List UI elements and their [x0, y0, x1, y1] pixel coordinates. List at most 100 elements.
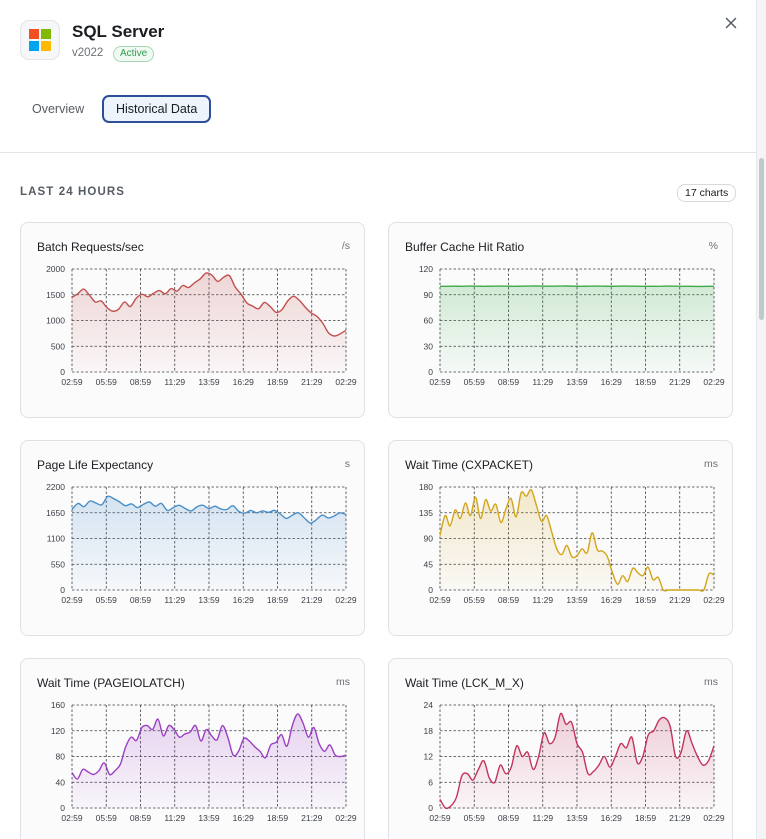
y-tick-label: 1000 — [46, 316, 65, 326]
x-tick-label: 02:59 — [429, 377, 451, 387]
tab-overview[interactable]: Overview — [32, 102, 85, 116]
y-tick-label: 6 — [428, 777, 433, 787]
x-tick-label: 13:59 — [198, 377, 220, 387]
x-tick-label: 11:29 — [164, 813, 185, 823]
y-tick-label: 1650 — [46, 508, 65, 518]
x-tick-label: 08:59 — [498, 377, 520, 387]
x-tick-label: 21:29 — [301, 377, 323, 387]
x-tick-label: 11:29 — [164, 377, 185, 387]
chart-count-badge: 17 charts — [677, 184, 737, 202]
x-tick-label: 21:29 — [669, 595, 691, 605]
chart-title: Page Life Expectancy — [37, 458, 154, 472]
x-tick-label: 13:59 — [566, 595, 588, 605]
x-tick-label: 11:29 — [532, 813, 553, 823]
y-tick-label: 60 — [424, 316, 434, 326]
x-tick-label: 08:59 — [130, 595, 152, 605]
x-tick-label: 13:59 — [566, 813, 588, 823]
y-tick-label: 2200 — [46, 482, 65, 492]
x-tick-label: 13:59 — [198, 595, 220, 605]
x-tick-label: 05:59 — [96, 377, 118, 387]
x-tick-label: 02:59 — [61, 377, 83, 387]
logo-square-green — [41, 29, 51, 39]
x-tick-label: 11:29 — [532, 595, 553, 605]
tab-historical-data[interactable]: Historical Data — [102, 95, 212, 123]
x-tick-label: 02:59 — [429, 813, 451, 823]
y-tick-label: 160 — [51, 700, 65, 710]
x-tick-label: 02:29 — [703, 813, 725, 823]
chart-svg-page-life-expectancy: 0 550 1100 1650 2200 02:59 05:59 08:59 11:29 13:5… — [46, 482, 357, 605]
x-tick-label: 18:59 — [635, 595, 657, 605]
x-tick-label: 21:29 — [301, 595, 323, 605]
x-tick-label: 11:29 — [164, 595, 185, 605]
scrollbar-track[interactable] — [756, 0, 766, 839]
x-tick-label: 05:59 — [464, 813, 486, 823]
y-tick-label: 550 — [51, 559, 65, 569]
x-tick-label: 02:29 — [335, 595, 357, 605]
x-tick-label: 16:29 — [601, 595, 623, 605]
x-tick-label: 05:59 — [96, 595, 118, 605]
y-tick-label: 180 — [419, 482, 433, 492]
series-line — [71, 272, 347, 337]
area-fill — [72, 496, 346, 590]
x-tick-label: 16:29 — [233, 377, 255, 387]
x-tick-label: 21:29 — [669, 377, 691, 387]
x-tick-label: 05:59 — [464, 595, 486, 605]
close-button[interactable] — [720, 12, 742, 34]
scrollbar-thumb[interactable] — [759, 158, 764, 320]
series-line — [71, 495, 347, 524]
x-tick-label: 02:29 — [335, 813, 357, 823]
x-tick-label: 18:59 — [635, 377, 657, 387]
area-fill — [72, 713, 346, 808]
x-tick-label: 16:29 — [233, 813, 255, 823]
logo-square-red — [29, 29, 39, 39]
x-tick-label: 08:59 — [498, 813, 520, 823]
section-title: LAST 24 HOURS — [20, 186, 126, 198]
panel-header: SQL Server v2022 Active Overview Histori… — [0, 0, 756, 153]
area-fill — [440, 489, 714, 592]
x-tick-label: 13:59 — [198, 813, 220, 823]
chart-card-buffer-cache-hit-ratio: Buffer Cache Hit Ratio% 0 30 60 90 120 02:59 05… — [388, 222, 733, 418]
chart-svg-batch-requests: 0 500 1000 1500 2000 02:59 05:59 08:59 11:29 13:5… — [46, 264, 357, 387]
x-tick-label: 16:29 — [601, 377, 623, 387]
chart-unit: ms — [336, 676, 350, 688]
area-fill — [72, 272, 346, 372]
chart-unit: s — [344, 458, 350, 470]
y-tick-label: 90 — [424, 290, 434, 300]
series-line — [439, 488, 715, 592]
y-tick-label: 0 — [60, 803, 65, 813]
x-tick-label: 02:29 — [703, 595, 725, 605]
x-tick-label: 08:59 — [130, 813, 152, 823]
chart-unit: /s — [341, 240, 350, 252]
area-fill — [440, 713, 714, 809]
x-tick-label: 16:29 — [233, 595, 255, 605]
chart-title: Buffer Cache Hit Ratio — [405, 240, 525, 254]
y-tick-label: 135 — [419, 508, 433, 518]
y-tick-label: 1500 — [46, 290, 65, 300]
status-badge: Active — [113, 46, 155, 62]
y-tick-label: 2000 — [46, 264, 65, 274]
x-tick-label: 18:59 — [267, 595, 289, 605]
x-tick-label: 02:59 — [429, 595, 451, 605]
chart-card-wait-cxpacket: Wait Time (CXPACKET) ms 0 45 90 135 180 02:59 05… — [388, 440, 733, 636]
x-tick-label: 02:29 — [335, 377, 357, 387]
logo-square-yellow — [41, 41, 51, 51]
y-tick-label: 12 — [424, 752, 434, 762]
x-tick-label: 02:59 — [61, 595, 83, 605]
sql-server-logo-icon — [20, 20, 60, 60]
chart-card-wait-lck-m-x: Wait Time (LCK_M_X) ms 0 6 12 18 24 02:59 05:59 0… — [388, 658, 733, 839]
x-tick-label: 02:29 — [703, 377, 725, 387]
chart-title: Wait Time (LCK_M_X) — [405, 676, 524, 690]
logo-square-blue — [29, 41, 39, 51]
x-tick-label: 21:29 — [669, 813, 691, 823]
y-tick-label: 0 — [428, 803, 433, 813]
chart-unit: % — [708, 240, 718, 252]
chart-card-wait-pageiolatch: Wait Time (PAGEIOLATCH) ms 0 40 80 120 160 02:5… — [20, 658, 365, 839]
chart-svg-buffer-cache-hit-ratio: 0 30 60 90 120 02:59 05:59 08:59 11:29 13:59 16:29… — [419, 264, 725, 387]
x-tick-label: 18:59 — [267, 813, 289, 823]
y-tick-label: 45 — [424, 559, 434, 569]
y-tick-label: 120 — [419, 264, 433, 274]
x-tick-label: 05:59 — [464, 377, 486, 387]
x-tick-label: 21:29 — [301, 813, 323, 823]
y-tick-label: 120 — [51, 726, 65, 736]
